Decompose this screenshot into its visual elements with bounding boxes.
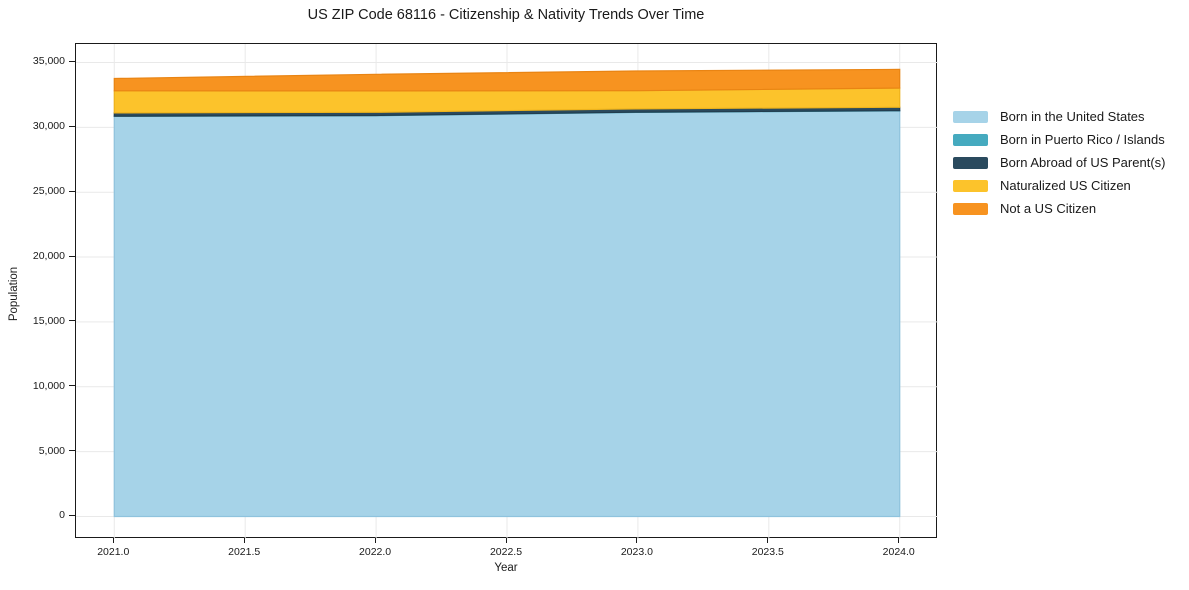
legend-item: Not a US Citizen: [953, 197, 1165, 220]
x-tick-mark: [374, 538, 376, 543]
x-axis-label: Year: [494, 562, 518, 574]
y-tick-label: 25,000: [32, 185, 65, 198]
legend-swatch: [953, 202, 988, 215]
x-tick-label: 2021.5: [228, 546, 261, 558]
x-tick-mark: [243, 538, 245, 543]
x-tick-label: 2023.5: [751, 546, 784, 558]
legend-label: Not a US Citizen: [1000, 201, 1097, 216]
x-tick-label: 2023.0: [620, 546, 653, 558]
x-tick-label: 2021.0: [97, 546, 130, 558]
y-tick-label: 20,000: [32, 250, 65, 263]
legend-label: Born in the United States: [1000, 109, 1145, 124]
area-series: [113, 68, 901, 92]
legend: Born in the United States Born in Puerto …: [953, 105, 1165, 220]
legend-item: Naturalized US Citizen: [953, 174, 1165, 197]
x-tick-mark: [767, 538, 769, 543]
x-tick-label: 2022.0: [359, 546, 392, 558]
legend-swatch: [953, 156, 988, 169]
x-tick-label: 2024.0: [882, 546, 915, 558]
y-tick-label: 10,000: [32, 379, 65, 392]
legend-swatch: [953, 133, 988, 146]
y-tick-label: 5,000: [38, 444, 65, 457]
legend-label: Born Abroad of US Parent(s): [1000, 155, 1166, 170]
y-tick-label: 35,000: [32, 55, 65, 68]
x-tick-mark: [112, 538, 114, 543]
x-tick-mark: [636, 538, 638, 543]
y-tick-mark: [69, 385, 75, 387]
legend-swatch: [953, 179, 988, 192]
legend-label: Born in Puerto Rico / Islands: [1000, 132, 1165, 147]
y-tick-mark: [69, 320, 75, 322]
y-tick-mark: [69, 450, 75, 452]
y-tick-mark: [69, 255, 75, 257]
x-tick-mark: [505, 538, 507, 543]
plot-area: [75, 43, 938, 539]
legend-swatch: [953, 110, 988, 123]
legend-item: Born Abroad of US Parent(s): [953, 151, 1165, 174]
y-tick-label: 0: [59, 509, 65, 522]
legend-item: Born in Puerto Rico / Islands: [953, 128, 1165, 151]
y-tick-mark: [69, 514, 75, 516]
y-tick-mark: [69, 125, 75, 127]
stacked-area-chart: [76, 44, 938, 539]
y-tick-label: 30,000: [32, 120, 65, 133]
legend-label: Naturalized US Citizen: [1000, 178, 1131, 193]
y-tick-mark: [69, 60, 75, 62]
x-tick-label: 2022.5: [489, 546, 523, 558]
chart-title: US ZIP Code 68116 - Citizenship & Nativi…: [307, 7, 705, 23]
y-tick-mark: [69, 190, 75, 192]
x-tick-mark: [898, 538, 900, 543]
y-tick-label: 15,000: [32, 314, 65, 327]
area-series: [113, 110, 901, 518]
legend-item: Born in the United States: [953, 105, 1165, 128]
